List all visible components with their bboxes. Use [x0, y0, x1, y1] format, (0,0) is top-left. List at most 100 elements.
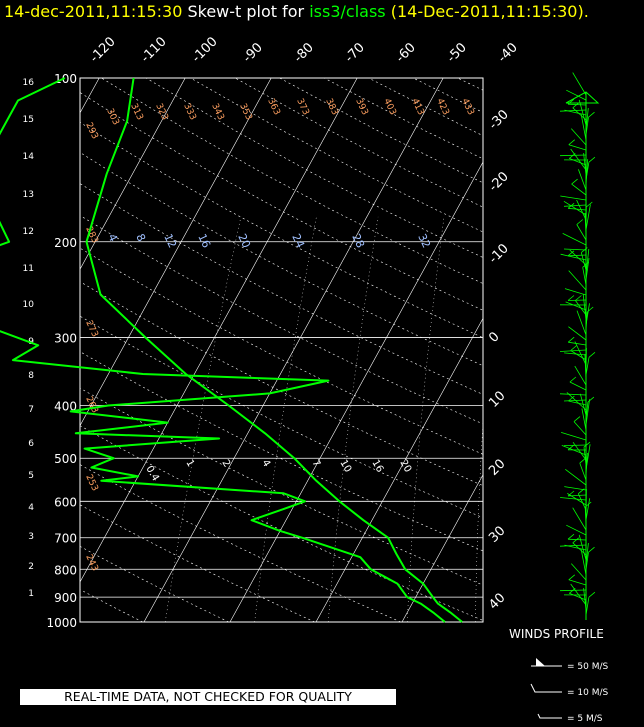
wind-barb [568, 341, 587, 346]
wind-barb [585, 311, 588, 331]
wind-barb [584, 353, 587, 381]
wind-barb-flag [568, 139, 576, 146]
height-km-tick-label: 7 [28, 405, 34, 415]
wind-barb-flag [586, 306, 594, 313]
wind-barb [572, 441, 587, 461]
isotherm-line [0, 78, 13, 622]
temperature-tick-label: 0 [486, 329, 502, 345]
isotherm-line [80, 78, 186, 270]
wind-barb [560, 432, 587, 441]
wind-barb [570, 583, 587, 606]
mixing-ratio-line [327, 216, 379, 622]
dry-adiabat-line [323, 78, 483, 160]
mixing-ratio-label: 4 [105, 232, 120, 244]
dry-adiabat-line [368, 78, 483, 136]
wind-barb [571, 128, 587, 146]
wind-barb-flag [588, 351, 596, 358]
wind-barb [568, 270, 587, 291]
potential-temperature-label: 333 [181, 102, 197, 122]
wind-barb [580, 114, 587, 141]
wind-barb [565, 468, 587, 486]
isotherm-line [229, 161, 483, 622]
dry-adiabat-line [80, 183, 483, 395]
wind-barb [585, 117, 589, 136]
wind-barb [585, 204, 591, 231]
wind-barb [560, 195, 587, 201]
potential-temperature-label: 253 [83, 473, 99, 493]
height-km-tick-label: 10 [23, 300, 35, 310]
temperature-tick-label: -10 [486, 241, 512, 267]
wind-barb [583, 153, 587, 176]
wind-barb [571, 183, 587, 196]
wind-barb [575, 300, 587, 316]
potential-temperature-label: 303 [104, 107, 120, 127]
title-run: (14-Dec-2011,11:15:30). [385, 2, 589, 21]
height-km-tick-label: 16 [23, 78, 35, 88]
height-km-tick-label: 4 [28, 503, 34, 513]
pressure-tick-label: 100 [54, 72, 77, 86]
wind-key-5: = 5 M/S [567, 714, 603, 724]
dry-adiabat-line [457, 78, 483, 91]
wind-barb [578, 169, 587, 191]
pressure-tick-label: 900 [54, 591, 77, 605]
wind-barb [585, 357, 590, 376]
mixing-ratio-line [475, 419, 483, 622]
wind-barb [570, 148, 587, 171]
wind-barb-flag [588, 156, 596, 163]
temperature-tick-label: -70 [342, 40, 368, 66]
wind-barb [578, 99, 587, 126]
wind-barb [584, 506, 587, 526]
lower-grid-label: 0.4 [143, 464, 160, 483]
wind-barb [571, 563, 587, 581]
plot-title: 14-dec-2011,11:15:30 Skew-t plot for iss… [4, 2, 589, 21]
dry-adiabat-line [80, 387, 483, 586]
data-quality-notice: REAL-TIME DATA, NOT CHECKED FOR QUALITY [20, 689, 396, 705]
temperature-tick-label: -90 [240, 40, 266, 66]
dry-adiabat-line [80, 92, 483, 311]
grid-layer [0, 78, 590, 622]
mixing-ratio-line [581, 217, 590, 622]
height-km-tick-label: 5 [28, 471, 34, 481]
wind-barb [574, 365, 587, 386]
mixing-ratio-label: 12 [161, 232, 179, 250]
wind-barb [583, 588, 587, 611]
temperature-tick-label: -120 [87, 34, 118, 65]
height-km-tick-label: 12 [23, 227, 34, 237]
wind-barb-flag [583, 441, 591, 448]
wind-barb-flag [588, 591, 596, 598]
wind-barb-flag [567, 490, 575, 497]
dry-adiabat-line [80, 121, 483, 339]
wind-barb-flag [582, 261, 589, 268]
wind-barb-flag [588, 546, 595, 553]
wind-barb-flag [573, 416, 581, 422]
pressure-tick-label: 800 [54, 563, 77, 577]
plot-frame [79, 77, 484, 623]
temperature-tick-label: -40 [495, 40, 521, 66]
wind-barb [564, 288, 587, 296]
wind-barb [582, 294, 587, 321]
potential-temperature-label: 393 [353, 97, 369, 117]
wind-key-50: = 50 M/S [567, 662, 609, 672]
wind-barb-pennant [565, 91, 600, 104]
wind-barb [563, 248, 587, 251]
dry-adiabat-line [80, 247, 483, 455]
wind-key-10-symbol [530, 683, 562, 693]
pressure-tick-label: 500 [54, 452, 77, 466]
temperature-tick-label: -20 [486, 169, 512, 195]
temperature-tick-label: 30 [486, 524, 508, 546]
wind-barb [585, 543, 589, 566]
lower-grid-label: 16 [369, 458, 385, 475]
wind-barb [580, 549, 587, 576]
height-km-tick-label: 1 [28, 589, 34, 599]
height-km-tick-label: 2 [28, 562, 34, 572]
dry-adiabat-line [80, 504, 315, 622]
wind-barb-flag [572, 102, 580, 109]
wind-barb [585, 402, 589, 421]
wind-barb [565, 301, 587, 311]
height-km-tick-label: 11 [23, 264, 34, 274]
wind-barb [569, 381, 587, 391]
wind-barb-flag [578, 488, 585, 495]
wind-barb [564, 352, 587, 356]
height-km-tick-label: 14 [23, 152, 35, 162]
